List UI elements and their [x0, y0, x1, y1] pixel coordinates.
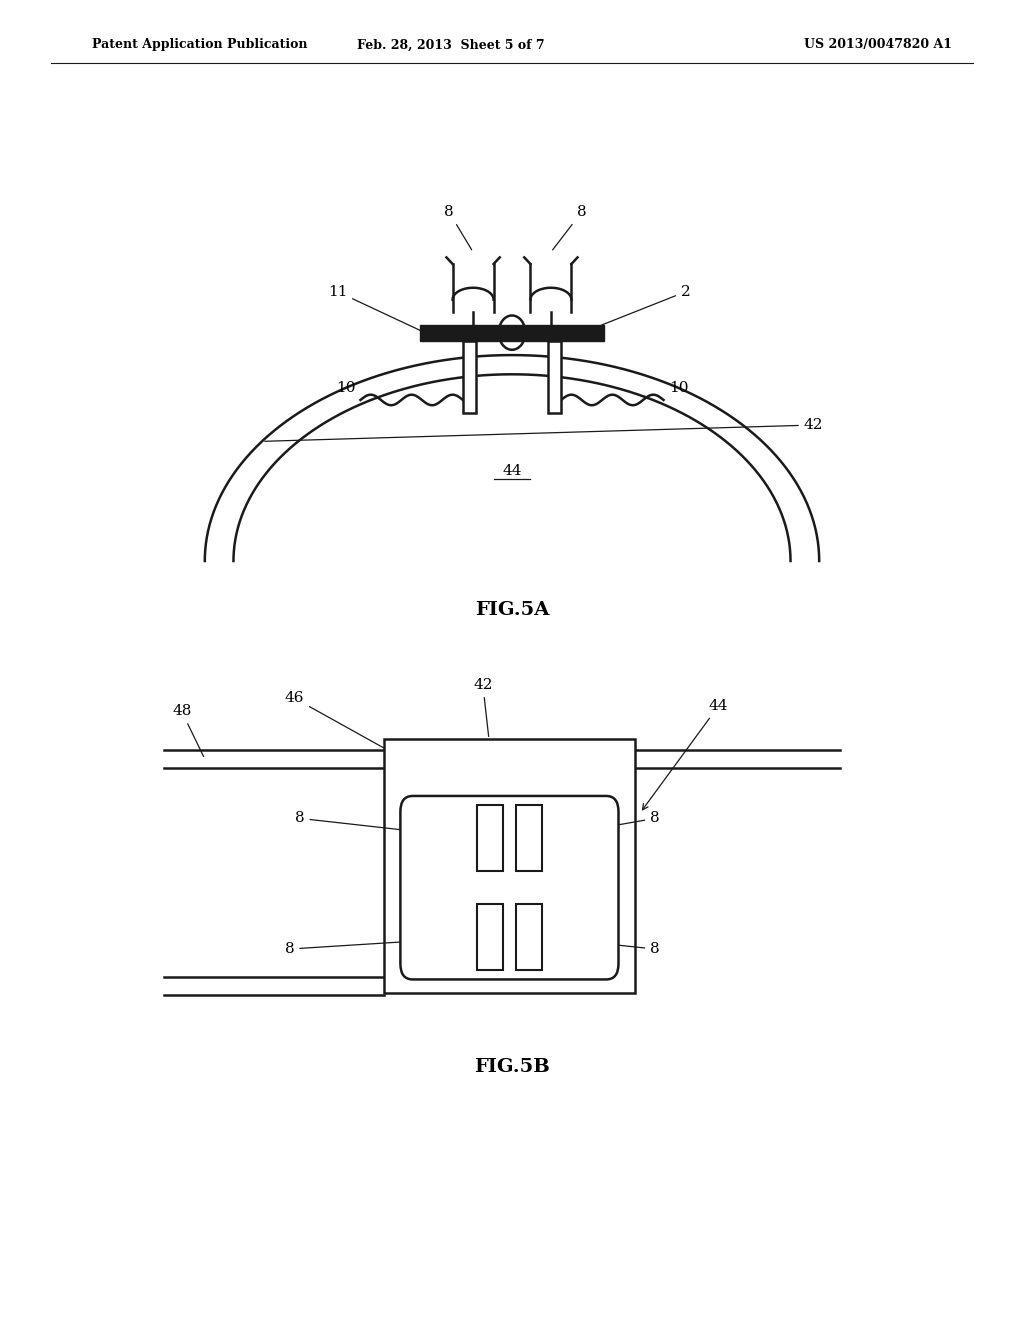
Text: 8: 8 [285, 937, 474, 956]
Text: 10: 10 [669, 381, 688, 395]
Text: 8: 8 [295, 812, 474, 838]
Text: 42: 42 [473, 678, 493, 737]
Bar [463, 341, 476, 413]
Text: 8: 8 [545, 937, 659, 956]
Text: 44: 44 [642, 700, 728, 809]
Text: 46: 46 [285, 692, 385, 748]
Bar [548, 341, 561, 413]
Bar [515, 904, 543, 970]
Text: 2: 2 [602, 285, 691, 325]
Text: 42: 42 [265, 418, 823, 441]
Bar [384, 739, 635, 993]
Text: Patent Application Publication: Patent Application Publication [92, 38, 307, 51]
Text: 8: 8 [553, 206, 586, 249]
Text: 10: 10 [336, 381, 355, 395]
Bar [476, 904, 504, 970]
Text: Feb. 28, 2013  Sheet 5 of 7: Feb. 28, 2013 Sheet 5 of 7 [356, 38, 545, 51]
Text: FIG.5A: FIG.5A [475, 601, 549, 619]
Bar [476, 805, 504, 871]
Text: 8: 8 [444, 206, 472, 249]
Text: 8: 8 [545, 812, 659, 838]
Bar [515, 805, 543, 871]
Bar [420, 325, 604, 341]
Text: 11: 11 [328, 285, 423, 331]
Text: 48: 48 [172, 705, 204, 756]
Text: FIG.5B: FIG.5B [474, 1057, 550, 1076]
FancyBboxPatch shape [400, 796, 618, 979]
Text: US 2013/0047820 A1: US 2013/0047820 A1 [804, 38, 952, 51]
Text: 44: 44 [502, 465, 522, 478]
